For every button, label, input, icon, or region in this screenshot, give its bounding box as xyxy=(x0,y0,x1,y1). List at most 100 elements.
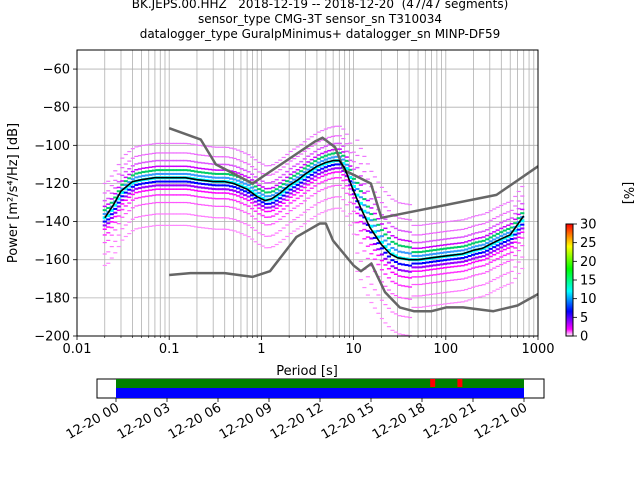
density-cell xyxy=(190,173,195,176)
density-cell xyxy=(250,156,255,158)
density-cell xyxy=(127,160,132,162)
density-cell xyxy=(260,163,265,165)
density-cell xyxy=(214,192,220,194)
density-cell xyxy=(495,240,500,244)
density-cell xyxy=(379,259,384,262)
density-cell xyxy=(229,229,234,231)
density-cell xyxy=(421,275,427,278)
density-cell xyxy=(137,155,142,157)
density-cell xyxy=(134,216,139,219)
density-cell xyxy=(236,182,241,186)
density-cell xyxy=(348,188,353,190)
density-cell xyxy=(341,154,346,157)
density-cell xyxy=(351,210,356,212)
density-cell xyxy=(186,202,192,204)
density-cell xyxy=(106,232,111,234)
density-cell xyxy=(162,169,167,172)
density-cell xyxy=(348,193,353,196)
density-cell xyxy=(113,215,118,218)
density-cell xyxy=(137,196,142,199)
density-cell xyxy=(471,216,476,218)
density-cell xyxy=(509,209,514,211)
density-cell xyxy=(232,207,237,209)
density-cell xyxy=(183,201,188,204)
density-cell xyxy=(162,213,167,215)
density-cell xyxy=(186,160,192,162)
density-cell xyxy=(418,262,423,265)
density-cell xyxy=(225,198,230,200)
density-cell xyxy=(520,223,525,226)
density-cell xyxy=(193,195,199,198)
density-cell xyxy=(502,212,507,214)
density-cell xyxy=(221,217,227,219)
density-cell xyxy=(214,217,220,219)
density-cell xyxy=(372,258,377,261)
density-cell xyxy=(404,285,409,288)
density-cell xyxy=(172,180,177,183)
density-cell xyxy=(197,144,202,146)
density-cell xyxy=(197,226,202,228)
density-cell xyxy=(397,229,402,232)
density-cell xyxy=(130,170,135,173)
density-cell xyxy=(513,233,518,236)
density-cell xyxy=(386,243,391,246)
density-cell xyxy=(474,252,479,255)
density-cell xyxy=(502,229,507,232)
density-cell xyxy=(446,220,451,223)
density-cell xyxy=(211,192,216,194)
density-cell xyxy=(302,163,307,166)
density-cell xyxy=(418,306,423,308)
density-cell xyxy=(457,219,462,221)
density-cell xyxy=(137,183,142,186)
density-cell xyxy=(446,247,451,250)
density-cell xyxy=(190,160,195,163)
density-cell xyxy=(236,208,241,210)
x-tick-label: 10 xyxy=(345,342,362,357)
density-cell xyxy=(236,166,241,169)
density-cell xyxy=(327,197,332,199)
density-cell xyxy=(144,144,149,146)
density-cell xyxy=(355,181,360,184)
density-cell xyxy=(253,204,258,207)
density-cell xyxy=(397,268,402,271)
density-cell xyxy=(488,232,493,235)
density-cell xyxy=(246,191,251,194)
density-cell xyxy=(229,189,234,192)
density-cell xyxy=(337,135,342,137)
density-cell xyxy=(267,174,272,176)
density-cell xyxy=(120,190,125,194)
density-cell xyxy=(271,246,276,248)
density-cell xyxy=(106,180,111,182)
density-cell xyxy=(130,181,135,185)
density-cell xyxy=(379,202,384,204)
density-cell xyxy=(337,167,342,170)
density-cell xyxy=(369,252,374,255)
density-cell xyxy=(393,313,399,315)
density-cell xyxy=(190,214,195,216)
density-cell xyxy=(513,254,518,257)
density-cell xyxy=(285,153,290,156)
density-cell xyxy=(116,234,121,236)
density-cell xyxy=(260,234,265,236)
density-cell xyxy=(207,216,213,218)
density-cell xyxy=(474,297,479,299)
density-cell xyxy=(428,253,434,256)
density-cell xyxy=(383,206,388,208)
density-cell xyxy=(218,169,223,171)
density-cell xyxy=(246,171,251,173)
density-cell xyxy=(379,214,384,216)
density-cell xyxy=(320,211,325,214)
density-cell xyxy=(397,217,402,219)
density-cell xyxy=(481,243,486,246)
density-cell xyxy=(488,247,493,250)
density-cell xyxy=(313,167,318,171)
density-cell xyxy=(327,144,332,146)
density-cell xyxy=(341,199,346,201)
density-cell xyxy=(478,284,483,287)
density-cell xyxy=(250,215,255,217)
density-cell xyxy=(229,185,234,188)
density-cell xyxy=(306,220,311,222)
density-cell xyxy=(204,227,209,229)
density-cell xyxy=(123,183,128,186)
density-cell xyxy=(190,143,195,145)
